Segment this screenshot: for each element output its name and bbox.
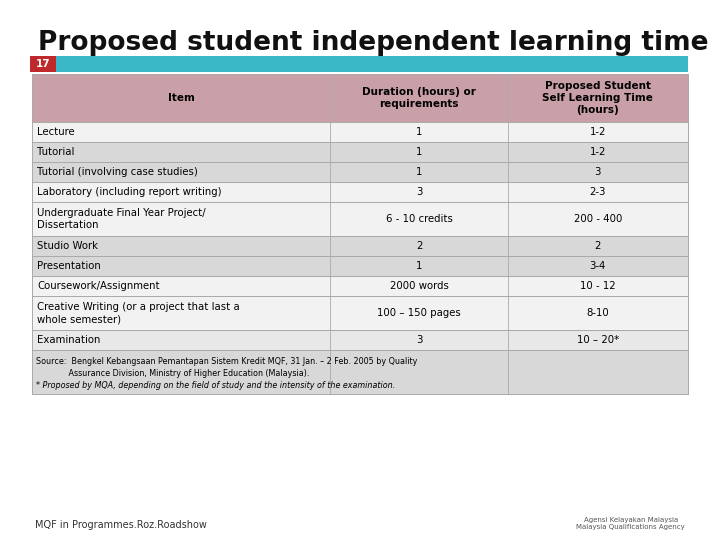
Bar (32, 350, 688, 394)
Text: Duration (hours) or
requirements: Duration (hours) or requirements (362, 87, 476, 109)
Text: * Proposed by MQA, depending on the field of study and the intensity of the exam: * Proposed by MQA, depending on the fiel… (36, 381, 395, 390)
Text: Item: Item (168, 93, 194, 103)
Bar (32, 142, 688, 162)
Text: Creative Writing (or a project that last a
whole semester): Creative Writing (or a project that last… (37, 302, 240, 324)
Text: 2-3: 2-3 (590, 187, 606, 197)
Text: Source:  Bengkel Kebangsaan Pemantapan Sistem Kredit MQF, 31 Jan. – 2 Feb. 2005 : Source: Bengkel Kebangsaan Pemantapan Si… (36, 357, 418, 366)
Text: Laboratory (including report writing): Laboratory (including report writing) (37, 187, 222, 197)
Text: 3-4: 3-4 (590, 261, 606, 271)
Bar (32, 330, 688, 350)
Text: Presentation: Presentation (37, 261, 101, 271)
Text: 3: 3 (416, 335, 422, 345)
Text: Assurance Division, Ministry of Higher Education (Malaysia).: Assurance Division, Ministry of Higher E… (36, 369, 310, 378)
Text: 10 – 20*: 10 – 20* (577, 335, 619, 345)
Text: Tutorial (involving case studies): Tutorial (involving case studies) (37, 167, 198, 177)
Bar (32, 296, 688, 330)
Text: 10 - 12: 10 - 12 (580, 281, 616, 291)
Text: 17: 17 (36, 59, 50, 69)
Bar (32, 162, 688, 182)
Text: Agensi Kelayakan Malaysia
Malaysia Qualifications Agency: Agensi Kelayakan Malaysia Malaysia Quali… (576, 517, 685, 530)
Text: 2000 words: 2000 words (390, 281, 449, 291)
Bar (32, 182, 688, 202)
Text: 2: 2 (416, 241, 422, 251)
Text: 200 - 400: 200 - 400 (574, 214, 622, 224)
Bar (32, 256, 688, 276)
Text: 6 - 10 credits: 6 - 10 credits (386, 214, 452, 224)
Text: Studio Work: Studio Work (37, 241, 98, 251)
Text: 3: 3 (416, 187, 422, 197)
Text: 1: 1 (416, 147, 422, 157)
Text: 8-10: 8-10 (586, 308, 609, 318)
Bar (32, 276, 688, 296)
Bar (32, 122, 688, 142)
Text: Lecture: Lecture (37, 127, 75, 137)
Text: Coursework/Assignment: Coursework/Assignment (37, 281, 160, 291)
Text: Proposed student independent learning time: Proposed student independent learning ti… (38, 30, 708, 56)
Text: MQF in Programmes.Roz.Roadshow: MQF in Programmes.Roz.Roadshow (35, 520, 207, 530)
Text: 1-2: 1-2 (590, 127, 606, 137)
Text: 3: 3 (595, 167, 601, 177)
Text: Undergraduate Final Year Project/
Dissertation: Undergraduate Final Year Project/ Disser… (37, 208, 206, 230)
Bar (32, 74, 688, 122)
Text: 2: 2 (595, 241, 601, 251)
Text: 1: 1 (416, 127, 422, 137)
Text: 100 – 150 pages: 100 – 150 pages (377, 308, 461, 318)
Text: 1-2: 1-2 (590, 147, 606, 157)
Text: 1: 1 (416, 261, 422, 271)
Text: Examination: Examination (37, 335, 100, 345)
Bar (32, 236, 688, 256)
Text: Tutorial: Tutorial (37, 147, 74, 157)
Bar (30, 56, 56, 72)
Text: Proposed Student
Self Learning Time
(hours): Proposed Student Self Learning Time (hou… (542, 80, 653, 116)
Bar (32, 202, 688, 236)
Text: 1: 1 (416, 167, 422, 177)
Bar (30, 56, 688, 72)
